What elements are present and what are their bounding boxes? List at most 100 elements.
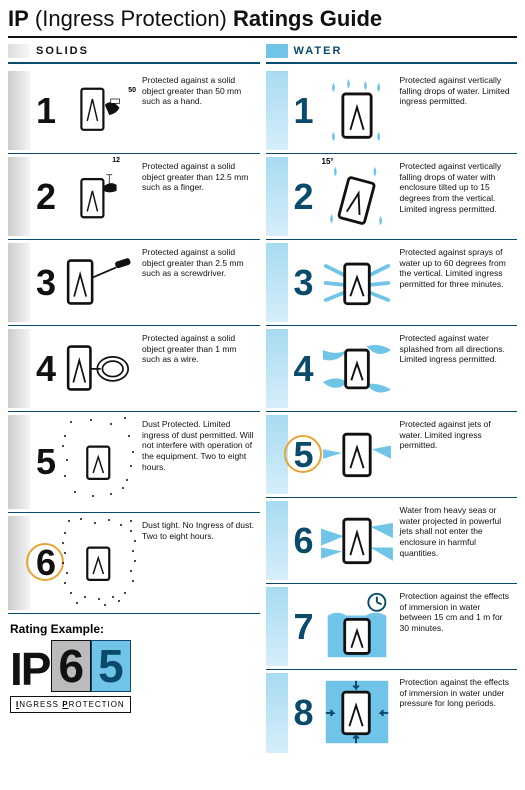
solids-row-1: 1 50 Protected against a solid object gr… [8, 68, 260, 154]
water-bar [266, 673, 288, 753]
solids-desc-2: Protected against a solid object greater… [138, 157, 260, 193]
water-icon-7 [318, 587, 396, 665]
water-num-5: 5 [290, 437, 318, 473]
solids-num-6: 6 [32, 545, 60, 581]
solids-num-2: 2 [32, 179, 60, 215]
solids-rule [8, 62, 260, 64]
page: IP (Ingress Protection) Ratings Guide SO… [0, 0, 525, 766]
label-15deg: 15° [322, 157, 334, 166]
device-hand-icon [77, 83, 121, 137]
water-num-5-text: 5 [293, 434, 313, 475]
water-row-5: 5 Protected against jets of water. Limit… [266, 412, 518, 498]
water-desc-8: Protection against the effects of immers… [396, 673, 518, 709]
water-num-7: 7 [290, 609, 318, 645]
device-heavyjet-icon [321, 506, 393, 574]
solids-row-6: 6 [8, 513, 260, 614]
label-50mm: 50 [128, 87, 136, 94]
water-num-2: 2 [290, 179, 318, 215]
solids-desc-6: Dust tight. No Ingress of dust. Two to e… [138, 516, 260, 541]
rating-example: Rating Example: IP 6 5 INGRESS PROTECTIO… [8, 622, 260, 713]
device-finger-icon [77, 169, 121, 223]
water-icon-6 [318, 501, 396, 579]
device-drip-icon [324, 75, 390, 145]
ip-label-rotection: ROTECTION [69, 700, 125, 709]
solids-header: SOLIDS [8, 42, 260, 60]
solids-bar [8, 243, 30, 322]
device-pressure-icon [322, 677, 392, 747]
solids-stripe [8, 44, 30, 58]
solids-desc-3: Protected against a solid object greater… [138, 243, 260, 279]
device-wire-icon [63, 338, 135, 398]
water-desc-1: Protected against vertically falling dro… [396, 71, 518, 107]
solids-icon-6 [60, 516, 138, 610]
solids-num-1: 1 [32, 93, 60, 129]
solids-desc-4: Protected against a solid object greater… [138, 329, 260, 365]
solids-row-4: 4 Protected against a solid object great… [8, 326, 260, 412]
solids-row-2: 2 12 Protected against a solid object gr… [8, 154, 260, 240]
ip-digit-1: 6 [51, 640, 91, 692]
device-tilt-icon [324, 161, 390, 231]
ip-digit-2: 5 [91, 640, 131, 692]
water-header-text: WATER [294, 45, 343, 57]
solids-num-6-text: 6 [36, 542, 56, 583]
solids-bar [8, 329, 30, 408]
water-icon-3 [318, 243, 396, 321]
water-rule [266, 62, 518, 64]
solids-bar [8, 516, 30, 610]
page-title: IP (Ingress Protection) Ratings Guide [8, 6, 517, 32]
water-desc-7: Protection against the effects of immers… [396, 587, 518, 634]
water-num-3: 3 [290, 265, 318, 301]
solids-num-4: 4 [32, 351, 60, 387]
water-desc-4: Protected against water splashed from al… [396, 329, 518, 365]
solids-bar [8, 71, 30, 150]
water-bar [266, 243, 288, 322]
solids-bar [8, 157, 30, 236]
water-row-3: 3 Protected against sprays of water up t… [266, 240, 518, 326]
water-bar [266, 71, 288, 150]
water-header: WATER [266, 42, 518, 60]
solids-header-text: SOLIDS [36, 45, 89, 57]
water-bar [266, 501, 288, 580]
solids-desc-5: Dust Protected. Limited ingress of dust … [138, 415, 260, 472]
solids-column: SOLIDS 1 50 Protected against a solid ob… [8, 42, 260, 756]
water-desc-2: Protected against vertically falling dro… [396, 157, 518, 214]
solids-icon-3 [60, 243, 138, 321]
water-icon-5 [318, 415, 396, 493]
device-immersion-icon [322, 591, 392, 661]
water-bar [266, 415, 288, 494]
water-row-2: 2 15° Protected against vertically falli… [266, 154, 518, 240]
device-jet-icon [321, 421, 393, 487]
water-icon-1 [318, 71, 396, 149]
device-spray-icon [322, 247, 392, 317]
water-bar [266, 329, 288, 408]
water-num-8: 8 [290, 695, 318, 731]
ip-label-ngress: NGRESS [19, 700, 62, 709]
water-icon-8 [318, 673, 396, 751]
dust-dots [60, 415, 138, 509]
device-screwdriver-icon [64, 252, 134, 312]
water-desc-3: Protected against sprays of water up to … [396, 243, 518, 290]
solids-num-5: 5 [32, 444, 60, 480]
water-desc-6: Water from heavy seas or water projected… [396, 501, 518, 558]
water-bar [266, 587, 288, 666]
device-splash-icon [321, 333, 393, 403]
ip-code: IP 6 5 [10, 640, 131, 692]
solids-icon-4 [60, 329, 138, 407]
solids-num-3: 3 [32, 265, 60, 301]
water-bar [266, 157, 288, 236]
water-num-6: 6 [290, 523, 318, 559]
solids-desc-1: Protected against a solid object greater… [138, 71, 260, 107]
title-prefix: IP [8, 6, 29, 31]
water-num-1: 1 [290, 93, 318, 129]
water-stripe [266, 44, 288, 58]
solids-icon-5 [60, 415, 138, 509]
water-num-4: 4 [290, 351, 318, 387]
columns: SOLIDS 1 50 Protected against a solid ob… [8, 42, 517, 756]
water-icon-2: 15° [318, 157, 396, 235]
title-rule [8, 36, 517, 38]
water-column: WATER 1 Protected against vertically fal… [266, 42, 518, 756]
solids-row-5: 5 Dust Protected. Limited ingress of dus… [8, 412, 260, 513]
water-row-4: 4 Protected against water splashed from … [266, 326, 518, 412]
water-row-8: 8 Protection against the effects of imme… [266, 670, 518, 756]
dust-dots-dense [60, 516, 138, 610]
